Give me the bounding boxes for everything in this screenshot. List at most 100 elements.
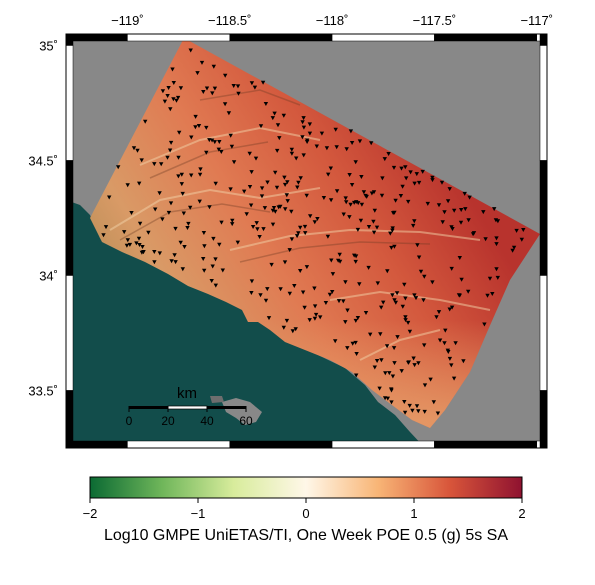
- site-marker: [223, 73, 228, 78]
- site-marker: [284, 318, 290, 323]
- site-marker: [408, 170, 413, 175]
- colorbar-tick-label: 2: [518, 506, 525, 521]
- site-marker: [449, 363, 454, 368]
- site-marker: [137, 181, 142, 186]
- frame-segment-left: [65, 45, 74, 161]
- site-marker: [459, 208, 464, 212]
- site-marker: [285, 199, 290, 204]
- site-marker: [343, 196, 348, 201]
- site-marker: [170, 67, 175, 72]
- site-marker: [301, 116, 306, 121]
- site-marker: [231, 84, 236, 88]
- site-marker: [182, 245, 187, 249]
- site-marker: [390, 374, 396, 379]
- site-marker: [407, 329, 413, 334]
- site-marker: [197, 199, 202, 204]
- site-marker: [371, 230, 377, 235]
- site-marker: [329, 258, 334, 263]
- site-marker: [289, 151, 295, 156]
- site-marker: [166, 210, 172, 215]
- lat-tick-label: 35˚: [39, 39, 58, 54]
- site-marker: [275, 148, 280, 153]
- site-marker: [178, 86, 184, 91]
- frame-segment-top: [65, 33, 128, 42]
- site-marker: [420, 169, 425, 174]
- site-marker: [271, 206, 277, 210]
- site-marker: [393, 198, 398, 203]
- site-marker: [379, 193, 385, 198]
- site-marker: [131, 146, 137, 151]
- site-marker: [430, 280, 435, 285]
- site-marker: [403, 165, 408, 170]
- site-marker: [211, 236, 216, 241]
- site-marker: [186, 221, 191, 226]
- hazard-region: [90, 38, 540, 428]
- site-marker: [315, 217, 320, 221]
- site-marker: [361, 190, 367, 195]
- site-marker: [278, 204, 283, 209]
- site-marker: [230, 222, 235, 227]
- site-marker: [402, 282, 407, 287]
- site-marker: [334, 145, 339, 150]
- site-marker: [209, 138, 215, 143]
- site-marker: [217, 140, 222, 144]
- site-marker: [134, 241, 139, 246]
- site-marker: [258, 124, 264, 129]
- site-marker: [152, 260, 157, 265]
- site-marker: [330, 272, 336, 277]
- site-marker: [403, 296, 408, 301]
- site-marker: [257, 235, 262, 239]
- site-marker: [447, 356, 453, 361]
- site-marker: [483, 237, 488, 242]
- site-marker: [492, 207, 497, 212]
- site-marker: [185, 226, 190, 230]
- site-marker: [101, 233, 106, 238]
- site-marker: [355, 227, 361, 232]
- site-marker: [416, 409, 421, 414]
- site-marker: [125, 238, 130, 243]
- site-marker: [490, 292, 495, 296]
- site-marker: [466, 289, 471, 294]
- site-marker: [294, 156, 299, 161]
- site-marker: [313, 312, 319, 317]
- site-marker: [390, 226, 395, 231]
- site-marker: [195, 71, 200, 76]
- site-marker: [422, 343, 427, 348]
- site-marker: [278, 287, 283, 292]
- site-marker: [287, 248, 292, 253]
- site-marker: [235, 240, 240, 245]
- lon-tick-label: −119˚: [111, 13, 144, 28]
- site-marker: [495, 275, 500, 280]
- colorbar-ticks: −2 −1 0 1 2: [83, 498, 526, 521]
- site-marker: [168, 107, 173, 112]
- site-marker: [189, 135, 194, 140]
- site-marker: [428, 377, 433, 382]
- site-marker: [124, 243, 130, 248]
- site-marker: [294, 234, 300, 239]
- site-marker: [445, 199, 451, 204]
- colorbar-tick-label: −1: [191, 506, 206, 521]
- site-marker: [222, 102, 228, 107]
- site-marker: [201, 90, 206, 94]
- site-marker: [402, 410, 408, 415]
- site-marker: [442, 210, 447, 215]
- site-marker: [146, 230, 151, 235]
- site-marker: [173, 226, 178, 231]
- site-marker: [412, 219, 417, 224]
- site-marker: [392, 361, 397, 366]
- site-marker: [247, 185, 253, 189]
- site-marker: [199, 60, 205, 65]
- site-marker: [167, 148, 173, 153]
- colorbar-tick-label: 0: [302, 506, 309, 521]
- site-marker: [353, 259, 358, 264]
- site-marker: [265, 287, 270, 292]
- site-marker: [228, 133, 233, 138]
- site-marker: [389, 245, 394, 250]
- site-marker: [425, 201, 430, 206]
- site-marker: [287, 291, 292, 296]
- site-marker: [382, 157, 387, 162]
- site-marker: [152, 162, 157, 167]
- site-marker: [249, 291, 254, 295]
- site-marker: [435, 411, 441, 416]
- site-marker: [277, 136, 282, 141]
